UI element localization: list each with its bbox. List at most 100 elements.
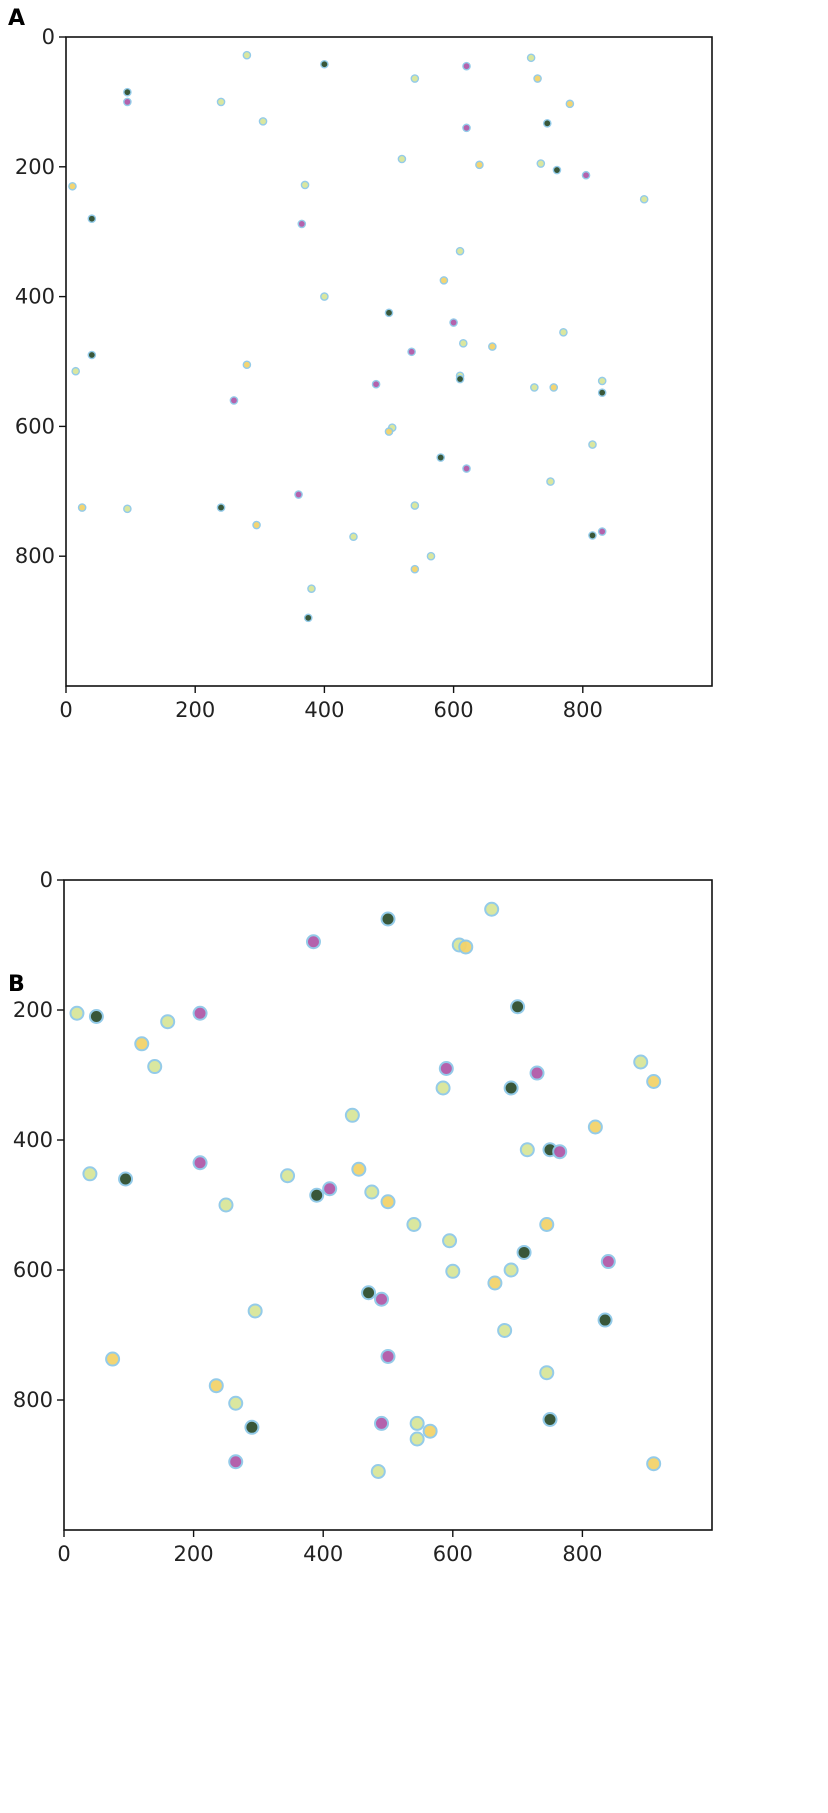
data-point: [503, 1262, 519, 1278]
y-tick-label: 800: [15, 544, 55, 568]
data-point: [374, 1415, 390, 1431]
y-tick-label: 400: [13, 1128, 53, 1152]
data-point: [539, 1365, 555, 1381]
y-tick-label: 0: [42, 25, 55, 49]
data-point: [229, 396, 239, 405]
data-point: [349, 532, 358, 542]
data-point: [646, 1074, 662, 1089]
data-point: [297, 219, 307, 229]
data-point: [87, 214, 97, 224]
data-point: [559, 327, 568, 337]
data-point: [588, 440, 597, 449]
data-point: [439, 276, 449, 285]
data-point: [588, 531, 597, 540]
data-point: [361, 1285, 377, 1301]
data-point: [370, 1464, 386, 1479]
data-point: [380, 1348, 396, 1364]
data-point: [77, 503, 87, 512]
data-point: [526, 53, 536, 63]
data-point: [484, 901, 500, 917]
x-tick-label: 800: [563, 698, 603, 722]
data-point: [445, 1263, 461, 1279]
data-point: [552, 1144, 568, 1160]
scatter-plot-b: 0 200 400 600 800 0 200 400 600 800: [13, 868, 713, 1566]
data-point: [462, 123, 471, 133]
data-point: [455, 374, 465, 384]
data-point: [406, 1217, 422, 1232]
data-point: [192, 1005, 208, 1021]
data-point: [280, 1168, 296, 1184]
data-point: [458, 939, 474, 955]
y-tick-label: 600: [15, 414, 55, 438]
data-point: [384, 308, 394, 318]
data-point: [587, 1119, 603, 1135]
data-point: [435, 1080, 451, 1096]
data-point: [552, 165, 562, 175]
panel-label-a: A: [8, 6, 26, 31]
data-point: [294, 490, 303, 499]
data-point: [646, 1456, 662, 1472]
plot-frame: [65, 36, 713, 687]
data-point: [309, 1187, 325, 1203]
data-point: [487, 1275, 503, 1291]
data-point: [160, 1014, 176, 1030]
data-point: [462, 61, 471, 71]
panel-a: A 0 200 400 600 800 0 200 400 600 800: [0, 0, 828, 900]
data-point: [462, 464, 471, 473]
x-tick-label: 800: [562, 1542, 602, 1566]
x-tick-label: 200: [175, 698, 215, 722]
data-point: [410, 501, 420, 510]
data-point: [542, 119, 552, 128]
data-point: [380, 1194, 396, 1210]
data-point: [639, 194, 649, 204]
data-point: [488, 342, 497, 351]
x-tick-label: 600: [433, 1542, 473, 1566]
data-point: [384, 427, 394, 436]
y-tick-label: 600: [13, 1258, 53, 1282]
data-point: [71, 366, 80, 376]
data-point: [252, 520, 261, 530]
data-point: [410, 564, 420, 574]
data-point: [597, 376, 607, 386]
data-point: [134, 1036, 150, 1052]
data-point: [597, 388, 607, 397]
data-point: [305, 934, 321, 950]
data-point: [242, 50, 252, 60]
data-point: [364, 1184, 380, 1200]
data-point: [449, 318, 458, 327]
data-point: [118, 1171, 134, 1187]
panel-label-b: B: [8, 972, 25, 997]
data-point: [530, 383, 539, 392]
data-point: [565, 99, 575, 109]
data-point: [123, 87, 132, 97]
y-tick-label: 400: [15, 285, 55, 309]
data-point: [542, 1412, 558, 1427]
data-point: [503, 1080, 519, 1096]
data-point: [581, 170, 591, 180]
data-point: [87, 350, 97, 360]
x-tick-label: 400: [303, 1542, 343, 1566]
data-point: [69, 1005, 85, 1021]
data-point: [422, 1423, 438, 1439]
data-point: [409, 1415, 425, 1431]
data-point: [242, 360, 252, 370]
data-point: [458, 339, 468, 348]
data-point: [371, 379, 381, 389]
data-point: [344, 1107, 360, 1123]
data-point: [633, 1054, 649, 1070]
data-point: [529, 1065, 545, 1081]
data-point: [436, 453, 445, 462]
data-point: [549, 383, 559, 392]
y-tick-label: 200: [13, 998, 53, 1022]
data-point: [247, 1303, 263, 1319]
data-point: [397, 154, 407, 164]
data-point: [218, 1197, 234, 1213]
data-point: [533, 74, 542, 83]
data-point: [455, 246, 465, 256]
x-tick-label: 400: [304, 698, 344, 722]
x-tick-label: 0: [59, 698, 72, 722]
x-tick-label: 0: [57, 1542, 70, 1566]
data-point: [539, 1217, 555, 1232]
data-point: [244, 1419, 260, 1435]
y-tick-label: 0: [40, 868, 53, 892]
